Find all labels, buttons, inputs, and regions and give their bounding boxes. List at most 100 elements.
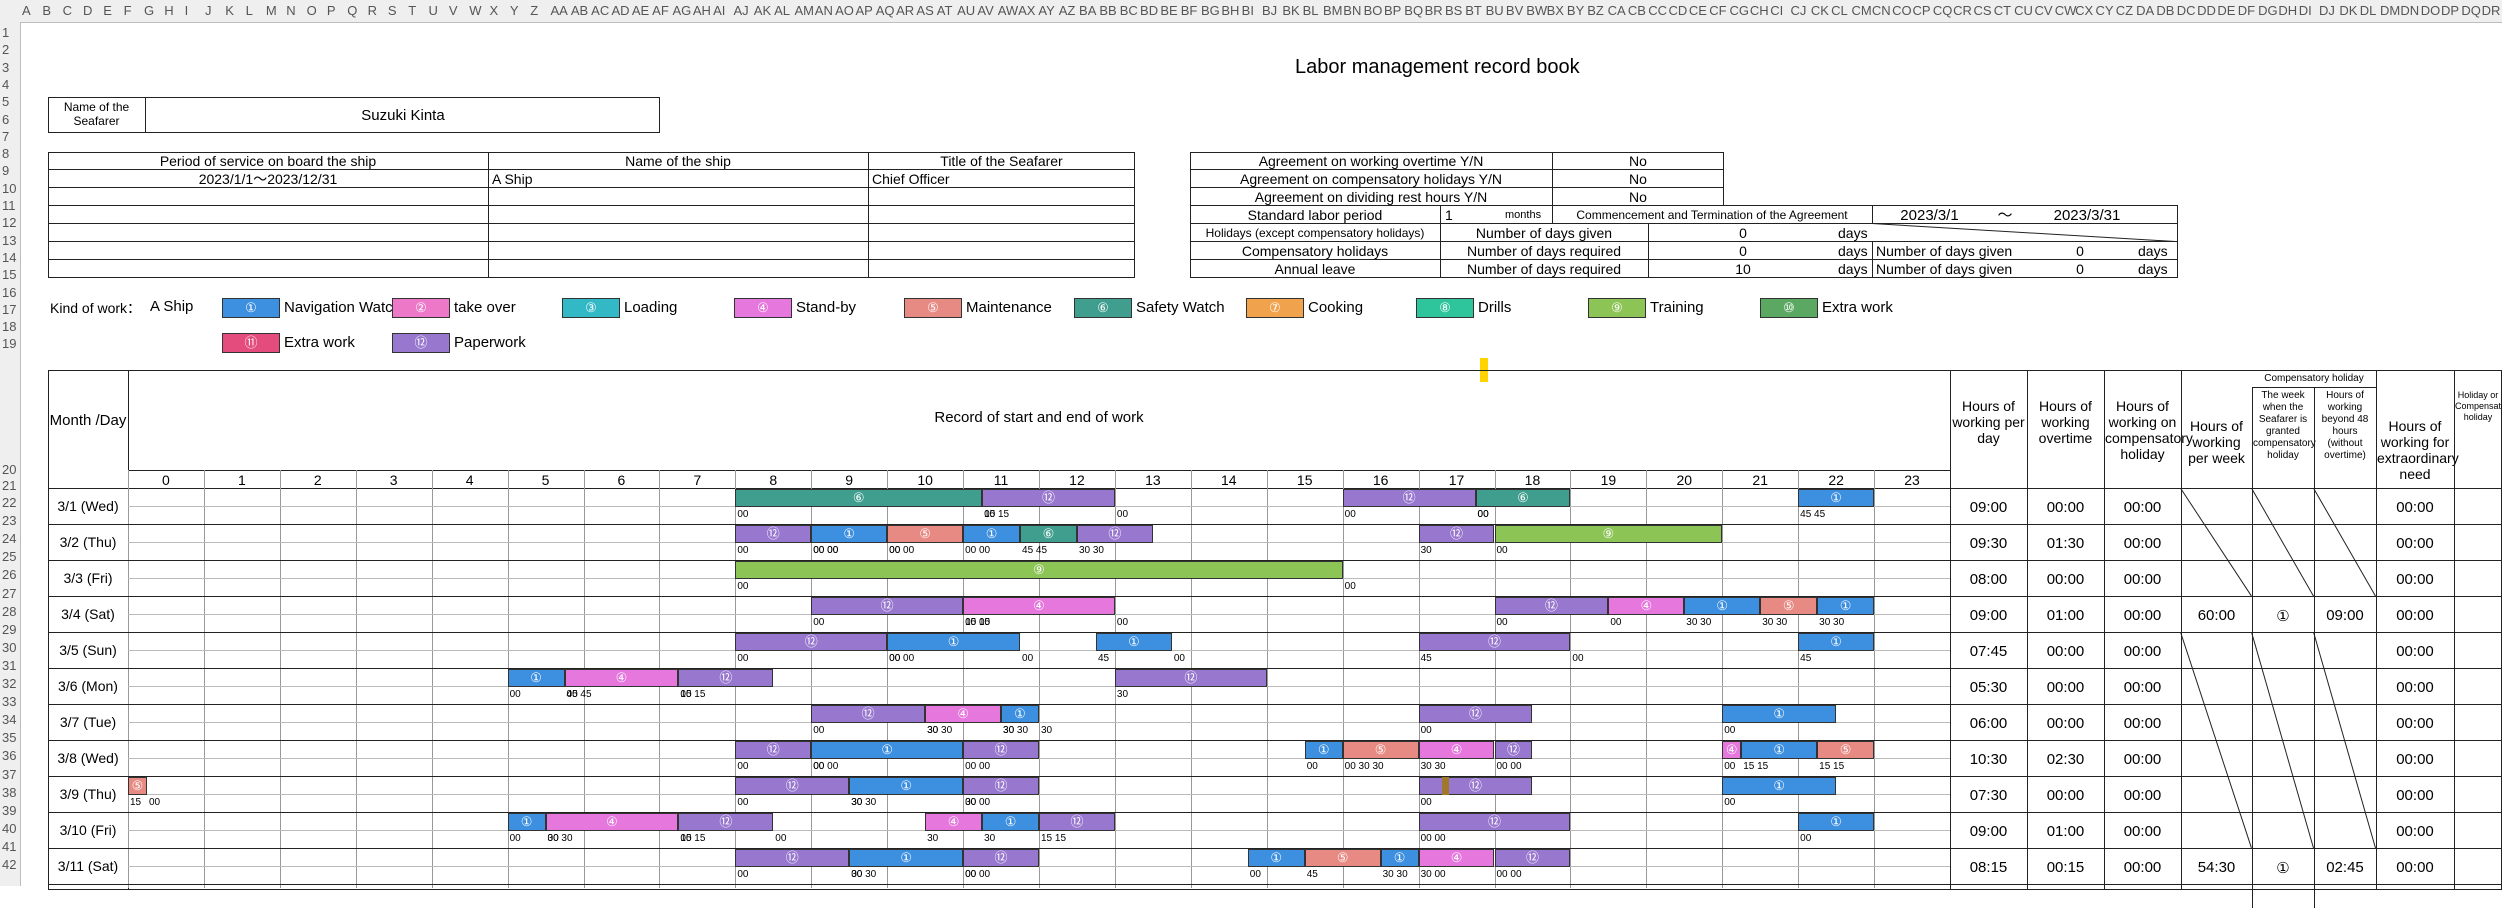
row-number-10[interactable]: 10 [2, 180, 17, 196]
column-letter-P[interactable]: P [326, 3, 336, 18]
column-letter-CL[interactable]: CL [1831, 3, 1848, 18]
column-letter-AL[interactable]: AL [774, 3, 791, 18]
column-letter-AC[interactable]: AC [591, 3, 610, 18]
row-number-24[interactable]: 24 [2, 531, 17, 547]
column-letter-AJ[interactable]: AJ [733, 3, 749, 18]
column-letter-CF[interactable]: CF [1709, 3, 1727, 18]
column-letter-DJ[interactable]: DJ [2319, 3, 2335, 18]
column-letter-N[interactable]: N [286, 3, 296, 18]
column-letter-M[interactable]: M [265, 3, 277, 18]
row-number-33[interactable]: 33 [2, 694, 17, 710]
column-letter-V[interactable]: V [448, 3, 458, 18]
row-number-28[interactable]: 28 [2, 603, 17, 619]
column-letter-CY[interactable]: CY [2095, 3, 2114, 18]
column-letter-BO[interactable]: BO [1363, 3, 1383, 18]
column-letter-CA[interactable]: CA [1607, 3, 1626, 18]
column-letter-AD[interactable]: AD [611, 3, 630, 18]
row-number-32[interactable]: 32 [2, 676, 17, 691]
column-letter-DI[interactable]: DI [2298, 3, 2312, 18]
row-number-14[interactable]: 14 [2, 249, 17, 265]
column-letter-DC[interactable]: DC [2176, 3, 2196, 18]
row-number-13[interactable]: 13 [2, 232, 17, 248]
column-letter-BS[interactable]: BS [1444, 3, 1463, 18]
column-letter-CT[interactable]: CT [1993, 3, 2012, 18]
column-letter-AX[interactable]: AX [1018, 3, 1036, 18]
column-letter-F[interactable]: F [123, 3, 132, 18]
column-letter-BT[interactable]: BT [1465, 3, 1482, 18]
row-number-21[interactable]: 21 [2, 478, 17, 493]
column-letter-BN[interactable]: BN [1343, 3, 1362, 18]
column-letter-CW[interactable]: CW [2054, 3, 2077, 18]
row-number-38[interactable]: 38 [2, 784, 17, 800]
column-letter-DM[interactable]: DM [2380, 3, 2401, 18]
row-number-29[interactable]: 29 [2, 621, 17, 637]
column-letter-DH[interactable]: DH [2278, 3, 2298, 18]
column-letter-BP[interactable]: BP [1383, 3, 1402, 18]
column-letter-CE[interactable]: CE [1688, 3, 1707, 18]
column-letter-CQ[interactable]: CQ [1932, 3, 1953, 18]
row-number-25[interactable]: 25 [2, 549, 17, 565]
column-letter-AS[interactable]: AS [916, 3, 934, 18]
column-letter-CK[interactable]: CK [1810, 3, 1829, 18]
row-number-2[interactable]: 2 [2, 42, 10, 58]
column-letter-A[interactable]: A [22, 3, 31, 18]
column-letter-BU[interactable]: BU [1485, 3, 1504, 18]
row-number-31[interactable]: 31 [2, 657, 17, 673]
column-letter-O[interactable]: O [306, 3, 317, 18]
column-letter-DA[interactable]: DA [2136, 3, 2155, 18]
row-number-5[interactable]: 5 [2, 94, 10, 110]
column-letter-Q[interactable]: Q [347, 3, 358, 18]
row-number-35[interactable]: 35 [2, 730, 17, 746]
column-letter-AP[interactable]: AP [855, 3, 873, 18]
column-letter-L[interactable]: L [245, 3, 253, 18]
column-letter-AH[interactable]: AH [692, 3, 711, 18]
row-number-9[interactable]: 9 [2, 163, 10, 179]
column-letter-BY[interactable]: BY [1566, 3, 1585, 18]
column-letter-AT[interactable]: AT [936, 3, 953, 18]
column-letter-CP[interactable]: CP [1912, 3, 1931, 18]
column-letter-BA[interactable]: BA [1079, 3, 1097, 18]
row-number-22[interactable]: 22 [2, 495, 17, 510]
column-letter-DL[interactable]: DL [2359, 3, 2377, 18]
column-letter-BI[interactable]: BI [1241, 3, 1254, 18]
column-letter-AQ[interactable]: AQ [875, 3, 895, 18]
column-letter-DG[interactable]: DG [2258, 3, 2278, 18]
column-letter-DE[interactable]: DE [2217, 3, 2236, 18]
row-number-30[interactable]: 30 [2, 639, 17, 655]
column-letter-CZ[interactable]: CZ [2115, 3, 2134, 18]
column-letter-AU[interactable]: AU [957, 3, 976, 18]
row-number-7[interactable]: 7 [2, 128, 10, 144]
row-number-34[interactable]: 34 [2, 712, 17, 728]
column-letter-DR[interactable]: DR [2481, 3, 2501, 18]
column-letter-AR[interactable]: AR [896, 3, 915, 18]
column-letter-BE[interactable]: BE [1160, 3, 1178, 18]
column-letter-CG[interactable]: CG [1729, 3, 1750, 18]
column-letter-AW[interactable]: AW [997, 3, 1019, 18]
column-letter-H[interactable]: H [164, 3, 174, 18]
column-letter-DN[interactable]: DN [2400, 3, 2420, 18]
row-number-23[interactable]: 23 [2, 513, 17, 529]
row-number-3[interactable]: 3 [2, 59, 10, 75]
column-letter-AI[interactable]: AI [713, 3, 726, 18]
row-number-37[interactable]: 37 [2, 766, 17, 782]
column-letter-AO[interactable]: AO [835, 3, 854, 18]
column-letter-D[interactable]: D [82, 3, 93, 18]
column-letter-AB[interactable]: AB [570, 3, 589, 18]
column-letter-AF[interactable]: AF [652, 3, 669, 18]
row-number-15[interactable]: 15 [2, 267, 17, 283]
row-number-11[interactable]: 11 [2, 198, 16, 213]
column-letter-G[interactable]: G [143, 3, 155, 18]
row-number-42[interactable]: 42 [2, 857, 17, 872]
column-letter-AG[interactable]: AG [672, 3, 692, 18]
column-letter-X[interactable]: X [489, 3, 499, 18]
column-letter-CH[interactable]: CH [1749, 3, 1769, 18]
column-letter-B[interactable]: B [42, 3, 51, 18]
column-letter-DO[interactable]: DO [2420, 3, 2441, 18]
column-letter-CD[interactable]: CD [1668, 3, 1688, 18]
row-number-17[interactable]: 17 [2, 301, 17, 317]
column-letter-DF[interactable]: DF [2237, 3, 2256, 18]
column-letter-Z[interactable]: Z [530, 3, 539, 18]
row-number-40[interactable]: 40 [2, 820, 17, 836]
row-number-18[interactable]: 18 [2, 319, 17, 335]
column-letter-AA[interactable]: AA [550, 3, 568, 18]
